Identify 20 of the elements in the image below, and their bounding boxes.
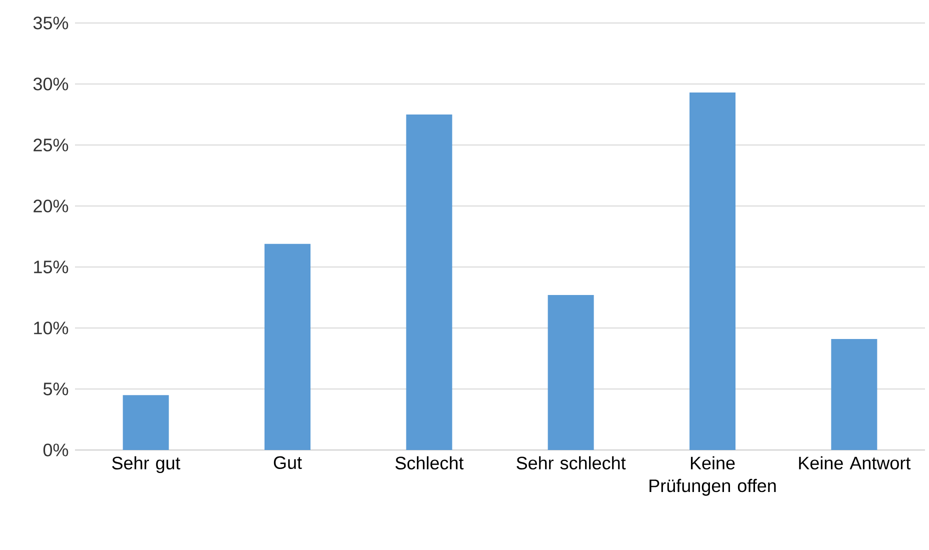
y-tick-label: 0% xyxy=(43,444,68,456)
x-tick-label: Keine Antwort xyxy=(799,456,911,470)
x-tick-label: Keine Prüfungen offen xyxy=(650,456,776,496)
y-tick-label: 35% xyxy=(33,16,68,30)
x-tick-label: Schlecht xyxy=(395,456,464,470)
y-tick-label: 10% xyxy=(34,322,68,334)
y-tick-label: 25% xyxy=(34,138,68,152)
x-tick-label: Sehr schlecht xyxy=(516,456,626,470)
y-tick-label: 5% xyxy=(43,382,68,396)
x-tick-label: Sehr gut xyxy=(112,456,180,474)
bar xyxy=(406,114,452,450)
y-tick-label: 20% xyxy=(34,200,68,212)
bar xyxy=(690,92,736,450)
bar xyxy=(122,395,169,450)
bar xyxy=(548,295,594,450)
bar xyxy=(831,338,878,450)
bar xyxy=(264,244,311,450)
y-tick-label: 15% xyxy=(34,260,68,274)
x-tick-label: Gut xyxy=(274,456,302,469)
y-tick-label: 30% xyxy=(33,78,68,90)
